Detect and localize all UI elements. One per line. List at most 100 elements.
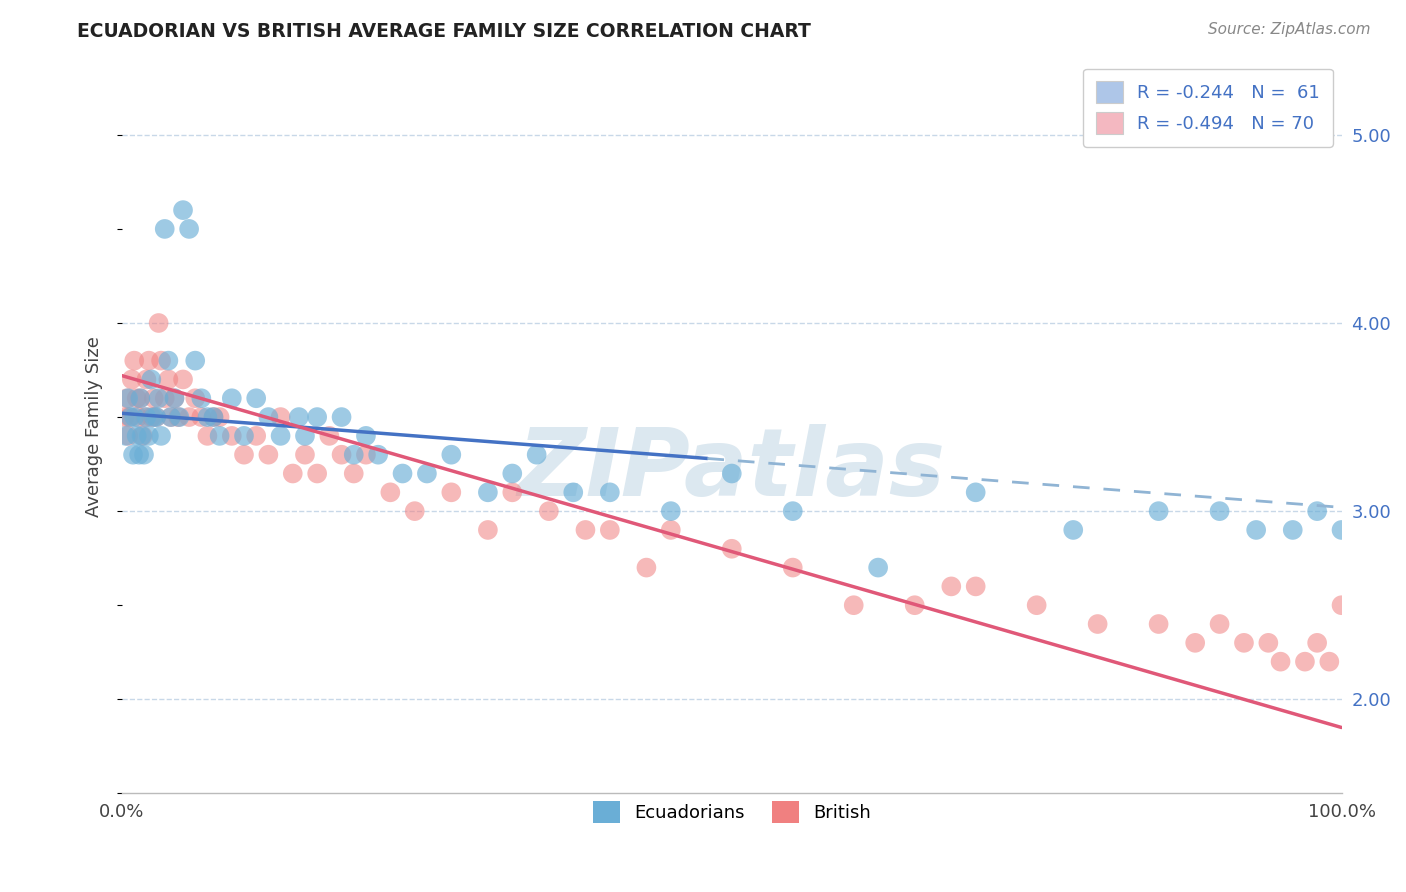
Point (118, 410, 141, 425)
Point (526, 448, 548, 462)
Point (537, 504, 560, 518)
Point (1233, 636, 1256, 650)
Point (117, 391, 139, 405)
Point (197, 429, 219, 443)
Point (1147, 617, 1170, 632)
Point (1306, 504, 1329, 518)
Point (160, 410, 183, 425)
Point (129, 391, 152, 405)
Point (416, 467, 439, 481)
Point (179, 222, 201, 236)
Point (270, 410, 292, 425)
Point (132, 429, 155, 443)
Point (380, 485, 402, 500)
Point (404, 504, 426, 518)
Point (318, 429, 340, 443)
Text: ZIPatlas: ZIPatlas (517, 425, 946, 516)
Point (150, 353, 173, 368)
Point (257, 448, 280, 462)
Point (391, 467, 413, 481)
Point (145, 410, 167, 425)
Point (197, 410, 219, 425)
Point (440, 448, 463, 462)
Point (167, 410, 190, 425)
Point (129, 391, 152, 405)
Point (562, 485, 585, 500)
Point (157, 353, 180, 368)
Point (354, 429, 377, 443)
Legend: Ecuadorians, British: Ecuadorians, British (579, 789, 883, 836)
Text: ECUADORIAN VS BRITISH AVERAGE FAMILY SIZE CORRELATION CHART: ECUADORIAN VS BRITISH AVERAGE FAMILY SIZ… (77, 22, 811, 41)
Point (904, 598, 927, 612)
Point (1208, 617, 1230, 632)
Point (720, 467, 742, 481)
Point (1025, 598, 1047, 612)
Point (965, 485, 987, 500)
Point (245, 429, 267, 443)
Point (134, 410, 156, 425)
Point (294, 429, 316, 443)
Point (574, 523, 596, 537)
Point (1208, 504, 1230, 518)
Point (202, 410, 225, 425)
Point (190, 391, 212, 405)
Point (1281, 523, 1303, 537)
Point (120, 410, 142, 425)
Point (153, 391, 176, 405)
Point (307, 410, 329, 425)
Point (1317, 655, 1340, 669)
Point (221, 429, 243, 443)
Point (1244, 523, 1267, 537)
Point (160, 410, 183, 425)
Point (142, 410, 165, 425)
Point (172, 372, 194, 386)
Point (1087, 617, 1109, 632)
Point (148, 316, 170, 330)
Point (157, 372, 180, 386)
Point (128, 448, 150, 462)
Point (782, 504, 804, 518)
Point (281, 467, 304, 481)
Point (169, 410, 191, 425)
Point (135, 410, 157, 425)
Point (599, 523, 621, 537)
Point (125, 429, 148, 443)
Point (636, 560, 658, 574)
Point (501, 485, 523, 500)
Point (153, 222, 176, 236)
Point (440, 485, 463, 500)
Point (125, 391, 148, 405)
Point (270, 429, 292, 443)
Point (599, 485, 621, 500)
Point (941, 579, 963, 593)
Point (190, 410, 212, 425)
Point (184, 391, 207, 405)
Point (138, 429, 160, 443)
Point (782, 560, 804, 574)
Point (172, 203, 194, 218)
Point (1147, 504, 1170, 518)
Point (1062, 523, 1084, 537)
Point (184, 353, 207, 368)
Point (1257, 636, 1279, 650)
Point (114, 429, 136, 443)
Point (122, 353, 145, 368)
Point (132, 448, 155, 462)
Point (1306, 636, 1329, 650)
Point (477, 523, 499, 537)
Point (1294, 655, 1316, 669)
Point (842, 598, 865, 612)
Point (163, 391, 186, 405)
Point (115, 391, 138, 405)
Point (965, 579, 987, 593)
Point (720, 541, 742, 556)
Point (122, 448, 145, 462)
Point (330, 448, 353, 462)
Point (202, 410, 225, 425)
Point (142, 391, 165, 405)
Point (367, 448, 389, 462)
Point (1184, 636, 1206, 650)
Point (233, 429, 256, 443)
Point (122, 410, 145, 425)
Point (288, 410, 311, 425)
